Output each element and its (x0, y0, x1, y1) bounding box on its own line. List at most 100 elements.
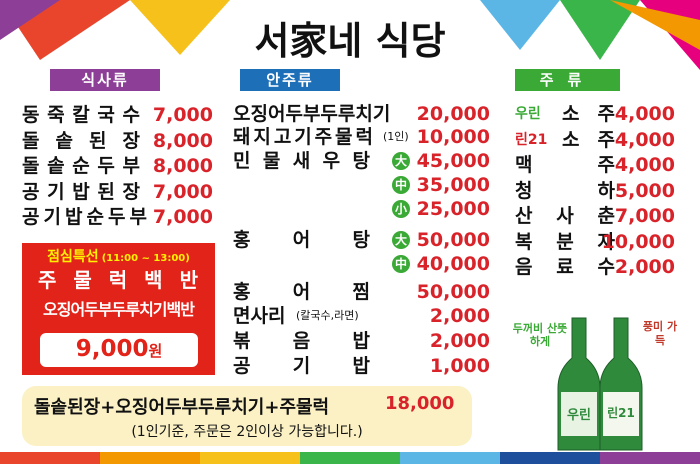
char: 징 (250, 103, 268, 125)
deco-shape (560, 0, 640, 60)
menu-price: 20,000 (416, 103, 490, 125)
size-badge: 小 (392, 200, 410, 218)
menu-name: 면사리 (233, 305, 286, 327)
char: 두 (285, 103, 303, 125)
char: 사 (556, 205, 574, 227)
char: 물 (335, 126, 353, 148)
menu-price: 10,000 (416, 126, 490, 148)
menu-price: 1,000 (429, 355, 490, 377)
section-header: 식사류 (50, 69, 160, 91)
char: 밥 (352, 355, 370, 377)
lunch-item: 오징어두부두루치기백반 (43, 300, 195, 319)
char: 밥 (352, 330, 370, 352)
char: 주 (597, 103, 615, 125)
menu-price: 2,000 (429, 305, 490, 327)
menu-price: 7,000 (152, 104, 213, 126)
char: 물 (262, 150, 281, 172)
bottle-label-text: 린21 (607, 406, 635, 420)
lunch-price-box (40, 333, 198, 367)
section-header: 안주류 (240, 69, 340, 91)
char: 소 (562, 128, 580, 151)
char: 기 (294, 126, 312, 148)
section-header: 주류 (515, 69, 620, 91)
char: 장 (122, 180, 140, 203)
menu-price: 2,000 (614, 256, 675, 278)
menu-price: 50,000 (416, 281, 490, 303)
char: 두 (320, 103, 338, 125)
char: 맥 (515, 154, 533, 176)
char: 두 (97, 155, 115, 177)
char: 공 (22, 206, 40, 228)
char: 럭 (355, 126, 373, 148)
char: 어 (267, 103, 286, 125)
char: 밥 (65, 206, 83, 228)
char: 솥 (47, 155, 65, 177)
char: 주 (597, 128, 615, 151)
bottle (599, 317, 643, 451)
size-badge: 大 (392, 152, 410, 170)
char: 기 (47, 180, 65, 203)
char: 기 (43, 206, 61, 228)
char: 춘 (597, 205, 615, 227)
bottle-label-text: 우린 (567, 408, 591, 423)
price-value: 9,000 (75, 336, 149, 362)
deco-shape (480, 0, 560, 50)
menu-price: 50,000 (416, 229, 490, 251)
char: 고 (273, 126, 292, 148)
char: 공 (22, 180, 40, 203)
char: 자 (597, 230, 615, 253)
char: 순 (72, 155, 90, 177)
char: 돼 (233, 126, 251, 148)
menu-price: 7,000 (152, 180, 213, 203)
deco-shape (130, 0, 230, 55)
title: 서家네 식당 (254, 19, 446, 63)
deco-shape (600, 452, 700, 464)
menu-price: 45,000 (416, 150, 490, 172)
char: 탕 (352, 150, 370, 172)
size-badge: 中 (392, 255, 410, 273)
char: 음 (515, 256, 533, 278)
menu-price: 4,000 (614, 154, 675, 176)
char: 산 (515, 205, 533, 227)
bottle (557, 317, 601, 451)
char: 새 (292, 150, 311, 172)
tagline: 풍미 가득 (642, 320, 678, 347)
deco-shape (400, 452, 500, 464)
char: 소 (562, 103, 580, 125)
combo-text: 돌솥된장+오징어두부두루치기+주물럭 (34, 397, 330, 418)
price-unit: 원 (148, 342, 163, 360)
char: 부 (129, 206, 147, 228)
char: 지 (253, 126, 271, 148)
deco-shape (200, 452, 300, 464)
drink-brand: 우린 (515, 106, 541, 122)
menu-price: 7,000 (614, 205, 675, 227)
char: 밥 (72, 180, 90, 203)
char: 민 (233, 150, 251, 172)
deco-shape (0, 0, 60, 40)
lunch-title: 점심특선 (11:00 ~ 13:00) (22, 246, 215, 266)
menu-note: (1인) (383, 130, 409, 143)
drink-brand: 린21 (515, 131, 548, 148)
char: 장 (122, 129, 140, 152)
menu-note: (칼국수,라면) (296, 309, 359, 322)
char: 공 (233, 355, 251, 377)
char: 음 (292, 330, 311, 352)
char: 홍 (233, 281, 251, 303)
size-badge: 大 (392, 231, 410, 249)
deco-shape (610, 0, 700, 50)
char: 된 (89, 129, 107, 152)
menu-price: 5,000 (614, 179, 675, 202)
char: 찜 (352, 281, 370, 303)
menu-price: 8,000 (152, 129, 213, 152)
char: 수 (122, 104, 140, 126)
